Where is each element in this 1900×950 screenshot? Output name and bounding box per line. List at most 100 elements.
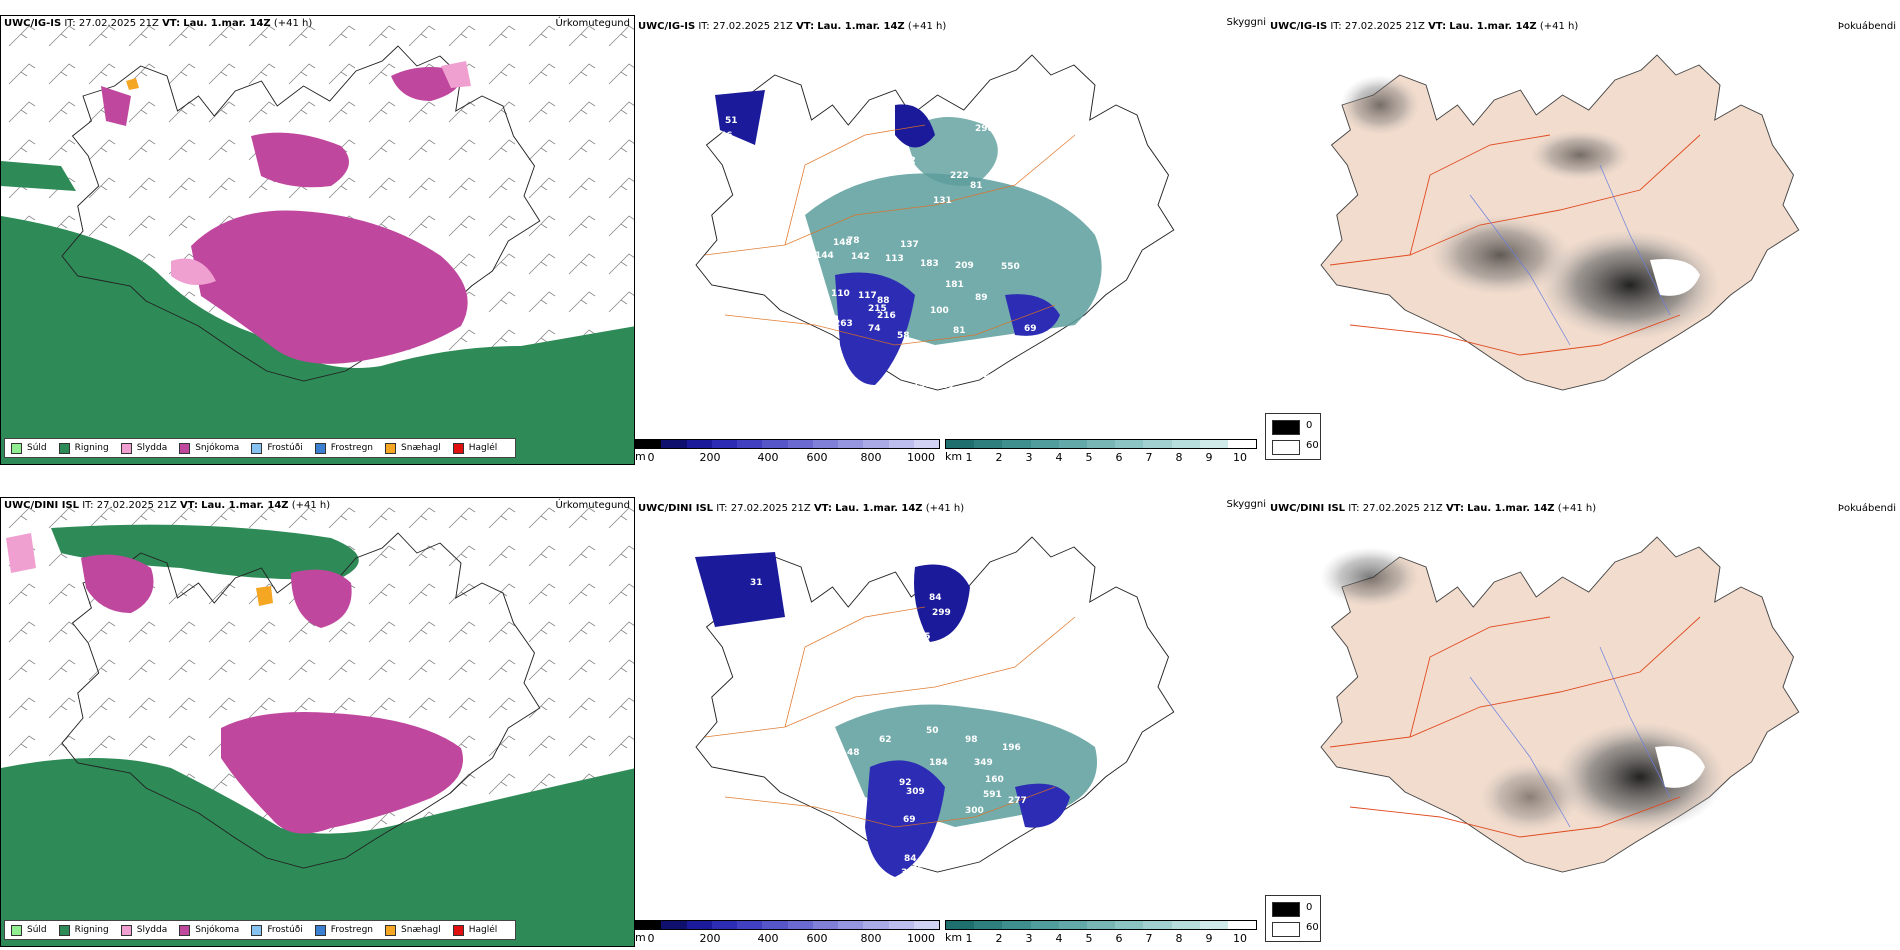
cloud-base-value: 160 [985,775,1004,785]
visibility-tick: 4 [1055,451,1063,464]
legend-item: Snæhagl [385,442,441,454]
cloud-base-value: 83 [935,646,948,656]
cloud-base-value: 181 [945,280,964,290]
cloud-visibility-panel-bottom: UWC/DINI ISL IT: 27.02.2025 21Z VT: Lau.… [635,497,1270,947]
cloud-base-value: 110 [831,289,850,299]
cloud-base-tick: 600 [806,451,828,464]
legend-swatch [314,924,326,936]
visibility-tick: 7 [1145,451,1153,464]
cloud-base-value: 100 [930,306,949,316]
visibility-tick: 9 [1205,932,1213,945]
cloud-base-value: 46 [720,131,733,141]
river-network [1469,164,1671,346]
low-cloud-area-westfjords [695,552,785,627]
visibility-tick: 6 [1115,451,1123,464]
fog-area [1320,547,1420,607]
fog-area [1555,722,1725,832]
cloud-base-colorbar: m 0 200 400 600 800 1000 [635,920,955,946]
panel-title: UWC/IG-IS IT: 27.02.2025 21Z VT: Lau. 1.… [4,18,313,29]
cloud-base-tick: 1000 [907,932,935,945]
legend-item: Rigning [58,442,109,454]
legend-swatch [179,442,191,454]
cloud-base-value: 183 [920,259,939,269]
sleet-area-west [6,533,36,573]
cloud-base-value: 82 [977,370,990,380]
fog-map [1320,54,1800,391]
cloud-base-value: 31030234 [910,356,960,366]
cloud-base-value: 50 [926,726,939,736]
glacier-clear-area [1655,746,1705,788]
fog-area [1480,762,1580,832]
rain-area-north [51,524,359,580]
cloud-base-value: 75 [1062,826,1075,836]
visibility-tick: 10 [1233,451,1247,464]
cloud-base-value: 159 [913,380,932,390]
legend-item: Súld [11,442,47,454]
fog-indicator-panel-top: UWC/IG-IS IT: 27.02.2025 21Z VT: Lau. 1.… [1270,15,1900,465]
cloud-base-unit: m [635,450,646,463]
fog-legend-swatch [1272,902,1300,917]
legend-item: Frostregn [314,442,373,454]
cloud-base-value: 263 [834,319,853,329]
fog-legend-bottom: 0 60 [1265,895,1321,942]
cloud-base-colorbar: m 0 200 400 600 800 1000 [635,439,955,465]
glacier-clear-area [1650,259,1700,296]
cloud-base-value: 66 [708,647,721,657]
cloud-base-value: 57 [741,653,754,663]
cloud-visibility-panel-top: UWC/IG-IS IT: 27.02.2025 21Z VT: Lau. 1.… [635,15,1270,465]
cloud-base-tick: 800 [860,932,882,945]
fog-legend-label: 0 [1306,420,1313,431]
cloud-base-value: 63 [713,146,726,156]
precip-legend: Súld Rigning Slydda Snjókoma Frostúði Fr… [4,438,517,458]
legend-swatch [251,924,263,936]
precip-map [1,16,634,464]
fog-area [1530,130,1630,180]
snow-area-north [251,132,349,188]
low-cloud-area-south [865,760,945,877]
visibility-tick: 7 [1145,932,1153,945]
precip-type-panel-top: UWC/IG-IS IT: 27.02.2025 21Z VT: Lau. 1.… [0,15,635,465]
legend-item: Haglél [452,924,497,936]
visibility-tick: 5 [1085,932,1093,945]
snow-area [221,712,463,834]
legend-item: Snjókoma [179,442,239,454]
visibility-unit: km [945,450,963,463]
cloud-base-value: 79 [896,592,909,602]
legend-swatch [120,924,132,936]
snow-pellets-spot [126,78,139,90]
legend-swatch [385,924,397,936]
sleet-area-ne [441,61,471,88]
legend-item: Frostregn [314,924,373,936]
cloud-base-value: 48 [847,748,860,758]
cloud-base-value: 298 [975,124,994,134]
legend-swatch [11,924,22,936]
visibility-tick: 8 [1175,932,1183,945]
cloud-base-tick: 800 [860,451,882,464]
cloud-base-value: 75 [911,865,924,875]
legend-item: Haglél [452,442,497,454]
legend-item: Slydda [120,924,167,936]
visibility-tick: 3 [1025,932,1033,945]
cloud-base-tick: 1000 [907,451,935,464]
cloud-base-value: 69 [903,815,916,825]
cloud-base-value: 43 [985,374,998,384]
river-network [1469,646,1671,828]
cloud-base-value: 277 [1008,796,1027,806]
snow-area-northeast [391,67,462,101]
cloud-base-value: 142 [851,252,870,262]
legend-swatch [385,442,397,454]
cloud-base-value: 48 [919,398,932,408]
cloud-base-value: 51 [725,116,738,126]
low-cloud-area-southeast [1005,294,1060,336]
low-cloud-area-south [835,272,915,385]
precip-type-panel-bottom: UWC/DINI ISL IT: 27.02.2025 21Z VT: Lau.… [0,497,635,947]
visibility-unit: km [945,931,963,944]
cloud-base-value: 126 [759,662,778,672]
road-network [704,606,1076,828]
fog-legend-label: 60 [1306,440,1319,451]
low-cloud-area-north [895,104,935,148]
precip-legend: Súld Rigning Slydda Snjókoma Frostúði Fr… [4,920,517,940]
legend-swatch [58,924,70,936]
cloud-base-value: 86 [961,355,974,365]
